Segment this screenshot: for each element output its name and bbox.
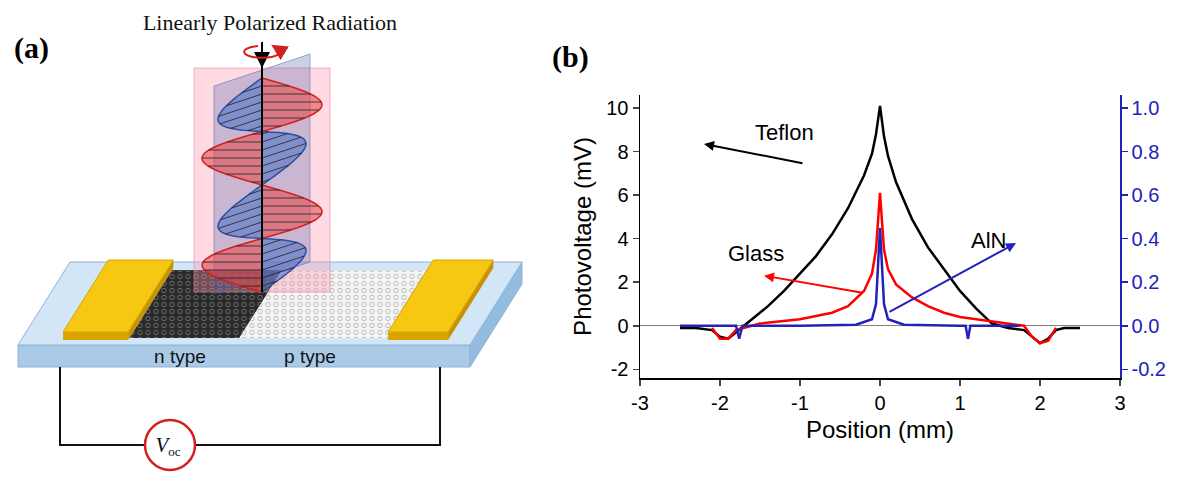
- svg-text:0: 0: [874, 392, 885, 414]
- svg-text:6: 6: [617, 184, 628, 206]
- svg-text:0.2: 0.2: [1132, 271, 1160, 293]
- svg-text:AlN: AlN: [971, 228, 1006, 253]
- svg-text:10: 10: [606, 97, 628, 119]
- svg-text:Teflon: Teflon: [755, 120, 814, 145]
- svg-text:1.0: 1.0: [1132, 97, 1160, 119]
- svg-text:-2: -2: [711, 392, 729, 414]
- svg-text:2: 2: [617, 271, 628, 293]
- svg-text:3: 3: [1114, 392, 1125, 414]
- html-text:(b): (b): [552, 40, 589, 73]
- svg-text:-0.2: -0.2: [1132, 358, 1166, 380]
- svg-text:0: 0: [617, 315, 628, 337]
- svg-text:Glass: Glass: [728, 241, 784, 266]
- svg-text:2: 2: [1034, 392, 1045, 414]
- svg-text:Position (mm): Position (mm): [806, 416, 954, 443]
- svg-text:Linearly Polarized Radiation: Linearly Polarized Radiation: [143, 10, 397, 35]
- svg-text:0.8: 0.8: [1132, 141, 1160, 163]
- svg-text:Photovoltage (mV): Photovoltage (mV): [569, 137, 596, 336]
- svg-text:p type: p type: [284, 346, 336, 367]
- svg-text:Voc: Voc: [155, 433, 180, 459]
- svg-text:0.4: 0.4: [1132, 228, 1160, 250]
- svg-text:4: 4: [617, 228, 628, 250]
- svg-text:(a): (a): [14, 31, 49, 65]
- svg-text:-2: -2: [611, 358, 629, 380]
- svg-text:0.6: 0.6: [1132, 184, 1160, 206]
- svg-text:-1: -1: [791, 392, 809, 414]
- svg-text:n type: n type: [154, 346, 206, 367]
- svg-text:-3: -3: [631, 392, 649, 414]
- svg-text:1: 1: [954, 392, 965, 414]
- svg-text:8: 8: [617, 141, 628, 163]
- svg-text:0.0: 0.0: [1132, 315, 1160, 337]
